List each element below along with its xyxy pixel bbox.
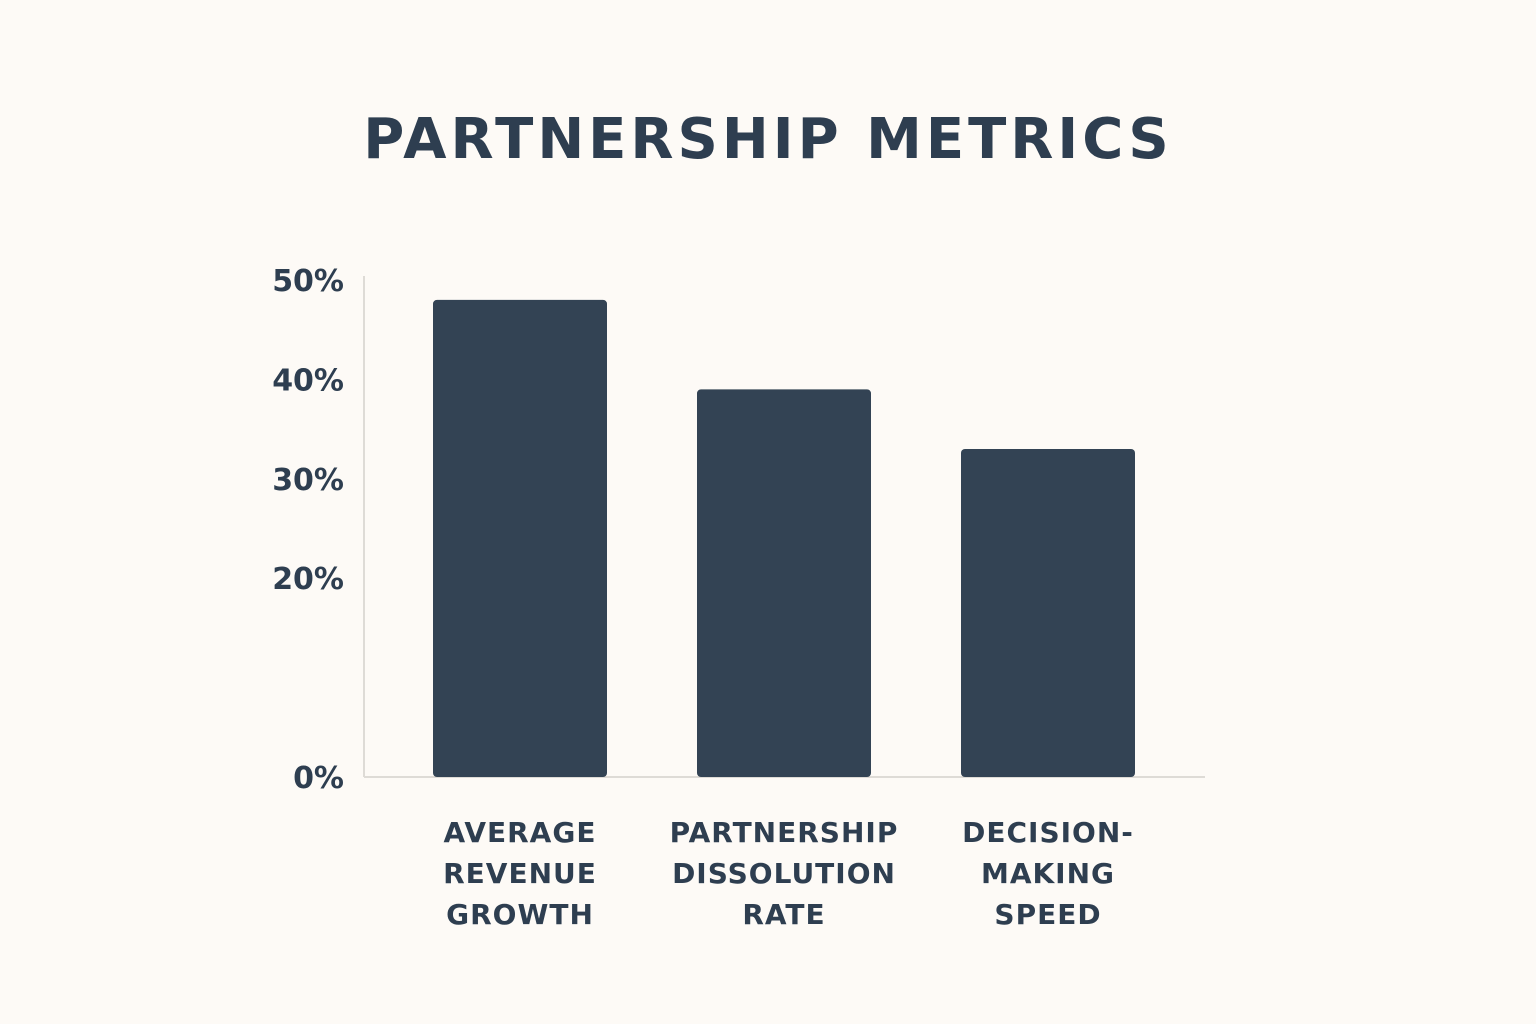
x-category-label: DECISION- (962, 816, 1134, 849)
x-category-label: MAKING (981, 857, 1115, 890)
x-category-label: DISSOLUTION (672, 857, 896, 890)
y-tick-label: 40% (272, 363, 344, 398)
bar (961, 448, 1135, 777)
bar (433, 299, 607, 777)
y-tick-label: 20% (272, 562, 344, 597)
y-tick-label: 0% (293, 761, 344, 796)
x-category-labels: AVERAGE REVENUE GROWTH PARTNERSHIP DISSOLUTI… (443, 816, 1134, 931)
bars (433, 299, 1135, 777)
x-category-label: REVENUE (443, 857, 597, 890)
y-tick-labels: 0% 20% 30% 40% 50% (272, 264, 344, 796)
x-category-label: SPEED (994, 898, 1101, 931)
x-category-label: RATE (742, 898, 825, 931)
x-category-label: PARTNERSHIP (670, 816, 899, 849)
y-tick-label: 30% (272, 463, 344, 498)
x-category-label: GROWTH (446, 898, 594, 931)
y-tick-label: 50% (272, 264, 344, 299)
chart-title: PARTNERSHIP METRICS (363, 107, 1173, 172)
x-category-label: AVERAGE (444, 816, 597, 849)
bar (697, 389, 871, 777)
